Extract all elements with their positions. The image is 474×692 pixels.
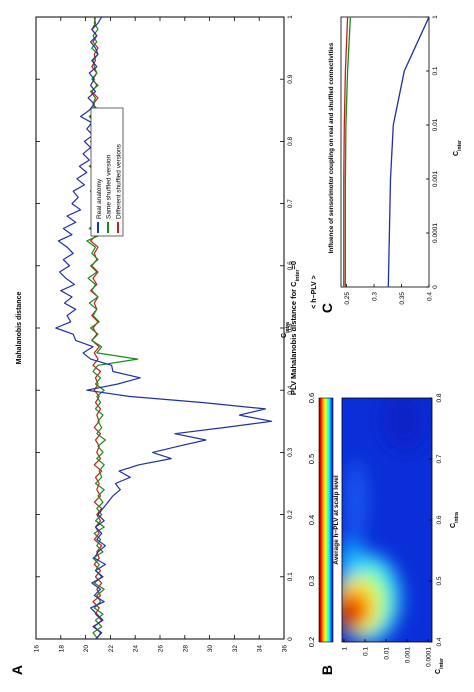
c-x-tick-label: 1	[432, 15, 439, 19]
colorbar-tick-label: 0.4	[307, 515, 316, 525]
legend-label-real: Real anatomy	[96, 178, 103, 219]
x-tick-label: 1	[287, 15, 294, 19]
y-tick-label: 18	[58, 645, 65, 653]
c-x-tick-label: 0.01	[432, 118, 439, 131]
heatmap-y-tick-label: 0.01	[384, 647, 391, 660]
panel-b-title: Average h−PLV at scalp level	[333, 475, 340, 565]
heatmap-x-axis: 0.4 0.5 0.6 0.7 0.8	[429, 393, 443, 647]
panel-a-title: PLV Mahalanobis distance for Cinter=0	[289, 261, 301, 395]
y-tick-label: 16	[34, 645, 41, 653]
colorbar-tick-label: 0.5	[307, 454, 316, 464]
colorbar-ticks: 0.6 0.5 0.4 0.3 0.2	[307, 393, 316, 647]
y-tick-label: 36	[282, 645, 289, 653]
panel-a-y-axis: 16 18 20 22 24 26 28 30 32 34 36	[34, 17, 289, 652]
y-tick-label: 20	[83, 645, 90, 653]
panel-b-y-label: Cinter	[435, 658, 445, 674]
c-y-tick-label: 0.25	[344, 292, 351, 305]
panel-c-y-axis: 0.4 0.35 0.3 0.25	[344, 284, 434, 305]
heatmap-x-tick-label: 0.8	[436, 393, 443, 402]
x-tick-label: 0.8	[287, 137, 294, 146]
c-y-tick-label: 0.3	[372, 292, 379, 301]
colorbar-tick-label: 0.2	[307, 637, 316, 647]
c-series-line-0	[387, 17, 429, 287]
y-tick-label: 28	[182, 645, 189, 653]
legend-label-same: Same shuffled version	[106, 154, 113, 219]
x-tick-label: 0	[287, 637, 294, 641]
x-tick-label: 0.5	[287, 323, 294, 332]
panel-b-letter: B	[319, 665, 335, 675]
panel-b-x-label: Cintra	[450, 512, 460, 528]
y-tick-label: 26	[158, 645, 165, 653]
heatmap-y-tick-label: 0.1	[363, 647, 370, 656]
c-x-tick-label: 0	[432, 285, 439, 289]
panel-a-y-label: Mahalanobis distance	[16, 292, 23, 365]
series-line-real-anatomy	[55, 17, 273, 639]
panel-c: 0.4 0.35 0.3 0.25 0 0.0001 0.001 0.01 0.1 1 Infl…	[311, 15, 463, 313]
y-tick-label: 30	[207, 645, 214, 653]
panel-c-y-label: < h−PLV >	[311, 275, 318, 309]
c-y-tick-label: 0.4	[427, 292, 434, 301]
heatmap-image	[342, 398, 427, 642]
x-tick-label: 0.2	[287, 510, 294, 519]
panel-c-x-label: Cinter	[453, 140, 463, 156]
y-tick-label: 32	[232, 645, 239, 653]
legend-label-different: Different shuffled versions	[116, 143, 123, 219]
legend-box	[90, 107, 124, 237]
heatmap-y-tick-label: 1	[342, 647, 349, 651]
c-series-line-2	[343, 17, 349, 287]
c-x-tick-label: 0.1	[432, 66, 439, 75]
panel-c-frame	[340, 16, 430, 288]
heatmap-x-tick-label: 0.6	[436, 515, 443, 524]
panel-a: 16 18 20 22 24 26 28 30 32 34 36 00.10.20.30.40.50…	[9, 15, 301, 675]
y-tick-label: 22	[108, 645, 115, 653]
panel-a-letter: A	[9, 665, 25, 675]
heatmap-x-tick-label: 0.5	[436, 576, 443, 585]
panel-c-title: Influence of sensorimotor coupling on re…	[328, 42, 335, 253]
panel-a-x-label: Cintra	[281, 322, 291, 338]
heatmap-y-axis: 0.0001 0.001 0.01 0.1 1	[342, 639, 433, 667]
x-tick-label: 0.7	[287, 199, 294, 208]
heatmap-y-tick-label: 0.001	[405, 647, 412, 664]
y-tick-label: 34	[257, 645, 264, 653]
panel-a-frame	[35, 16, 285, 640]
colorbar-tick-label: 0.3	[307, 576, 316, 586]
heatmap-x-tick-label: 0.4	[436, 637, 443, 646]
panel-a-plot-area	[55, 17, 273, 639]
panel-a-x-axis: 0 0.1 0.2 0.3 0.4 0.5 0.6 0.7 0.8 0.9 1	[36, 15, 294, 641]
panel-c-plot-area	[343, 17, 429, 287]
x-tick-label: 0.3	[287, 448, 294, 457]
heatmap-y-tick-label: 0.0001	[426, 647, 433, 667]
x-tick-label: 0.4	[287, 385, 294, 394]
panel-c-x-axis: 0 0.0001 0.001 0.01 0.1 1	[426, 15, 439, 289]
y-tick-label: 24	[133, 645, 140, 653]
colorbar	[318, 397, 334, 643]
x-tick-label: 0.9	[287, 74, 294, 83]
panel-c-letter: C	[319, 303, 335, 313]
x-tick-label: 0.1	[287, 572, 294, 581]
panel-a-legend: Real anatomy Same shuffled version Diffe…	[90, 107, 124, 237]
heatmap-x-tick-label: 0.7	[436, 454, 443, 463]
c-x-tick-label: 0.001	[432, 170, 439, 187]
colorbar-tick-label: 0.6	[307, 393, 316, 403]
x-tick-label: 0.6	[287, 261, 294, 270]
c-y-tick-label: 0.35	[399, 292, 406, 305]
c-x-tick-label: 0.0001	[432, 223, 439, 243]
c-series-line-1	[344, 17, 352, 287]
